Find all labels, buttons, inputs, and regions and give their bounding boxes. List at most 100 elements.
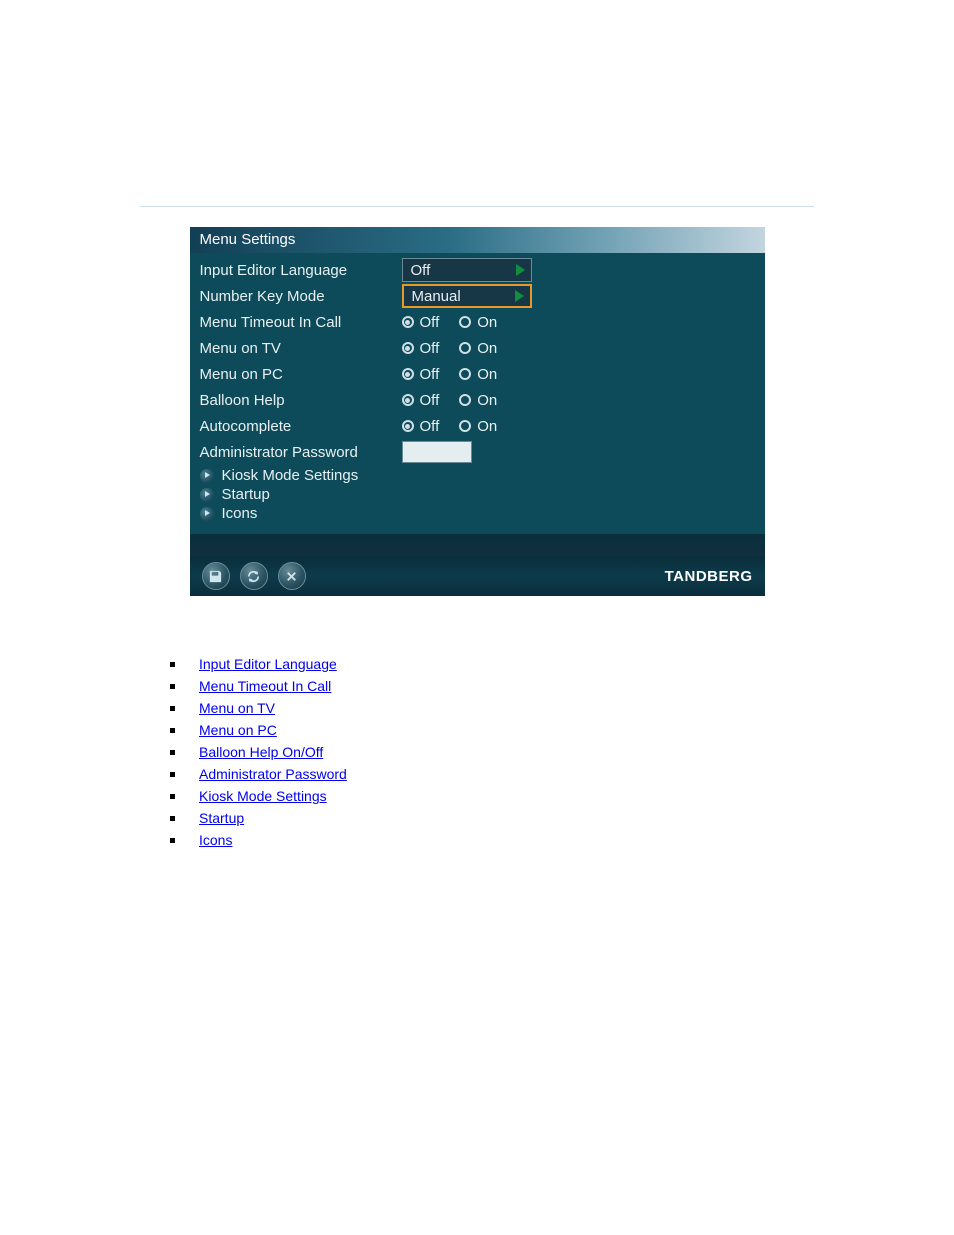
subitem-startup[interactable]: Startup xyxy=(200,486,755,503)
bullet-icon xyxy=(170,684,175,689)
radio-label: Off xyxy=(420,366,440,383)
subitem-label: Startup xyxy=(222,486,270,503)
label-menu-timeout: Menu Timeout In Call xyxy=(200,314,396,331)
radio-icon xyxy=(459,420,471,432)
list-item: Balloon Help On/Off xyxy=(170,744,954,760)
bullet-icon xyxy=(170,772,175,777)
radio-autocomplete-off[interactable]: Off xyxy=(402,418,440,435)
label-input-editor-language: Input Editor Language xyxy=(200,262,396,279)
row-balloon-help: Balloon Help Off On xyxy=(200,387,755,413)
label-menu-on-tv: Menu on TV xyxy=(200,340,396,357)
list-item: Input Editor Language xyxy=(170,656,954,672)
bullet-icon xyxy=(170,728,175,733)
radio-icon xyxy=(459,394,471,406)
play-circle-icon xyxy=(200,507,214,521)
dropdown-value: Off xyxy=(411,262,431,279)
list-item: Kiosk Mode Settings xyxy=(170,788,954,804)
refresh-icon xyxy=(246,569,261,584)
bullet-icon xyxy=(170,662,175,667)
link-icons[interactable]: Icons xyxy=(199,832,232,848)
save-button[interactable] xyxy=(202,562,230,590)
label-number-key-mode: Number Key Mode xyxy=(200,288,396,305)
row-admin-password: Administrator Password xyxy=(200,439,755,465)
radio-label: On xyxy=(477,340,497,357)
radio-icon xyxy=(402,368,414,380)
subitem-label: Kiosk Mode Settings xyxy=(222,467,359,484)
row-menu-on-pc: Menu on PC Off On xyxy=(200,361,755,387)
radio-balloon-help-on[interactable]: On xyxy=(459,392,497,409)
play-circle-icon xyxy=(200,469,214,483)
refresh-button[interactable] xyxy=(240,562,268,590)
chevron-right-icon xyxy=(516,264,525,276)
radio-icon xyxy=(402,342,414,354)
link-balloon-help[interactable]: Balloon Help On/Off xyxy=(199,744,323,760)
admin-password-input[interactable] xyxy=(402,441,472,463)
link-admin-password[interactable]: Administrator Password xyxy=(199,766,347,782)
radio-icon xyxy=(402,316,414,328)
row-number-key-mode: Number Key Mode Manual xyxy=(200,283,755,309)
bullet-icon xyxy=(170,750,175,755)
radio-menu-on-tv-on[interactable]: On xyxy=(459,340,497,357)
radio-menu-on-pc-on[interactable]: On xyxy=(459,366,497,383)
label-admin-password: Administrator Password xyxy=(200,444,396,461)
bullet-icon xyxy=(170,794,175,799)
dropdown-number-key-mode[interactable]: Manual xyxy=(402,284,532,308)
row-menu-timeout: Menu Timeout In Call Off On xyxy=(200,309,755,335)
list-item: Icons xyxy=(170,832,954,848)
dropdown-value: Manual xyxy=(412,288,461,305)
radio-label: Off xyxy=(420,340,440,357)
bullet-icon xyxy=(170,816,175,821)
divider-top xyxy=(140,206,814,207)
radio-label: On xyxy=(477,366,497,383)
close-icon xyxy=(284,569,299,584)
label-balloon-help: Balloon Help xyxy=(200,392,396,409)
menu-body: Input Editor Language Off Number Key Mod… xyxy=(190,253,765,534)
radio-label: On xyxy=(477,392,497,409)
radio-icon xyxy=(459,342,471,354)
subitem-kiosk-mode[interactable]: Kiosk Mode Settings xyxy=(200,467,755,484)
subitem-label: Icons xyxy=(222,505,258,522)
radio-icon xyxy=(459,368,471,380)
close-button[interactable] xyxy=(278,562,306,590)
row-menu-on-tv: Menu on TV Off On xyxy=(200,335,755,361)
links-list: Input Editor Language Menu Timeout In Ca… xyxy=(170,656,954,848)
radio-label: On xyxy=(477,418,497,435)
radio-balloon-help-off[interactable]: Off xyxy=(402,392,440,409)
chevron-right-icon xyxy=(515,290,524,302)
row-autocomplete: Autocomplete Off On xyxy=(200,413,755,439)
radio-icon xyxy=(402,420,414,432)
link-menu-on-pc[interactable]: Menu on PC xyxy=(199,722,277,738)
brand-logo: TANDBERG xyxy=(665,568,753,585)
menu-settings-window: Menu Settings Input Editor Language Off … xyxy=(190,227,765,596)
save-icon xyxy=(208,569,223,584)
dropdown-input-editor-language[interactable]: Off xyxy=(402,258,532,282)
radio-icon xyxy=(402,394,414,406)
link-menu-timeout[interactable]: Menu Timeout In Call xyxy=(199,678,331,694)
radio-label: On xyxy=(477,314,497,331)
bullet-icon xyxy=(170,706,175,711)
list-item: Menu Timeout In Call xyxy=(170,678,954,694)
radio-label: Off xyxy=(420,392,440,409)
list-item: Menu on PC xyxy=(170,722,954,738)
radio-menu-timeout-off[interactable]: Off xyxy=(402,314,440,331)
radio-label: Off xyxy=(420,418,440,435)
bullet-icon xyxy=(170,838,175,843)
radio-icon xyxy=(459,316,471,328)
link-kiosk-mode[interactable]: Kiosk Mode Settings xyxy=(199,788,327,804)
label-autocomplete: Autocomplete xyxy=(200,418,396,435)
list-item: Menu on TV xyxy=(170,700,954,716)
subitem-icons[interactable]: Icons xyxy=(200,505,755,522)
footer-bar: TANDBERG xyxy=(190,556,765,596)
link-input-editor-language[interactable]: Input Editor Language xyxy=(199,656,337,672)
row-input-editor-language: Input Editor Language Off xyxy=(200,257,755,283)
radio-autocomplete-on[interactable]: On xyxy=(459,418,497,435)
window-title: Menu Settings xyxy=(190,227,765,253)
footer-spacer xyxy=(190,534,765,556)
radio-menu-timeout-on[interactable]: On xyxy=(459,314,497,331)
list-item: Administrator Password xyxy=(170,766,954,782)
play-circle-icon xyxy=(200,488,214,502)
link-menu-on-tv[interactable]: Menu on TV xyxy=(199,700,275,716)
link-startup[interactable]: Startup xyxy=(199,810,244,826)
radio-menu-on-pc-off[interactable]: Off xyxy=(402,366,440,383)
radio-menu-on-tv-off[interactable]: Off xyxy=(402,340,440,357)
